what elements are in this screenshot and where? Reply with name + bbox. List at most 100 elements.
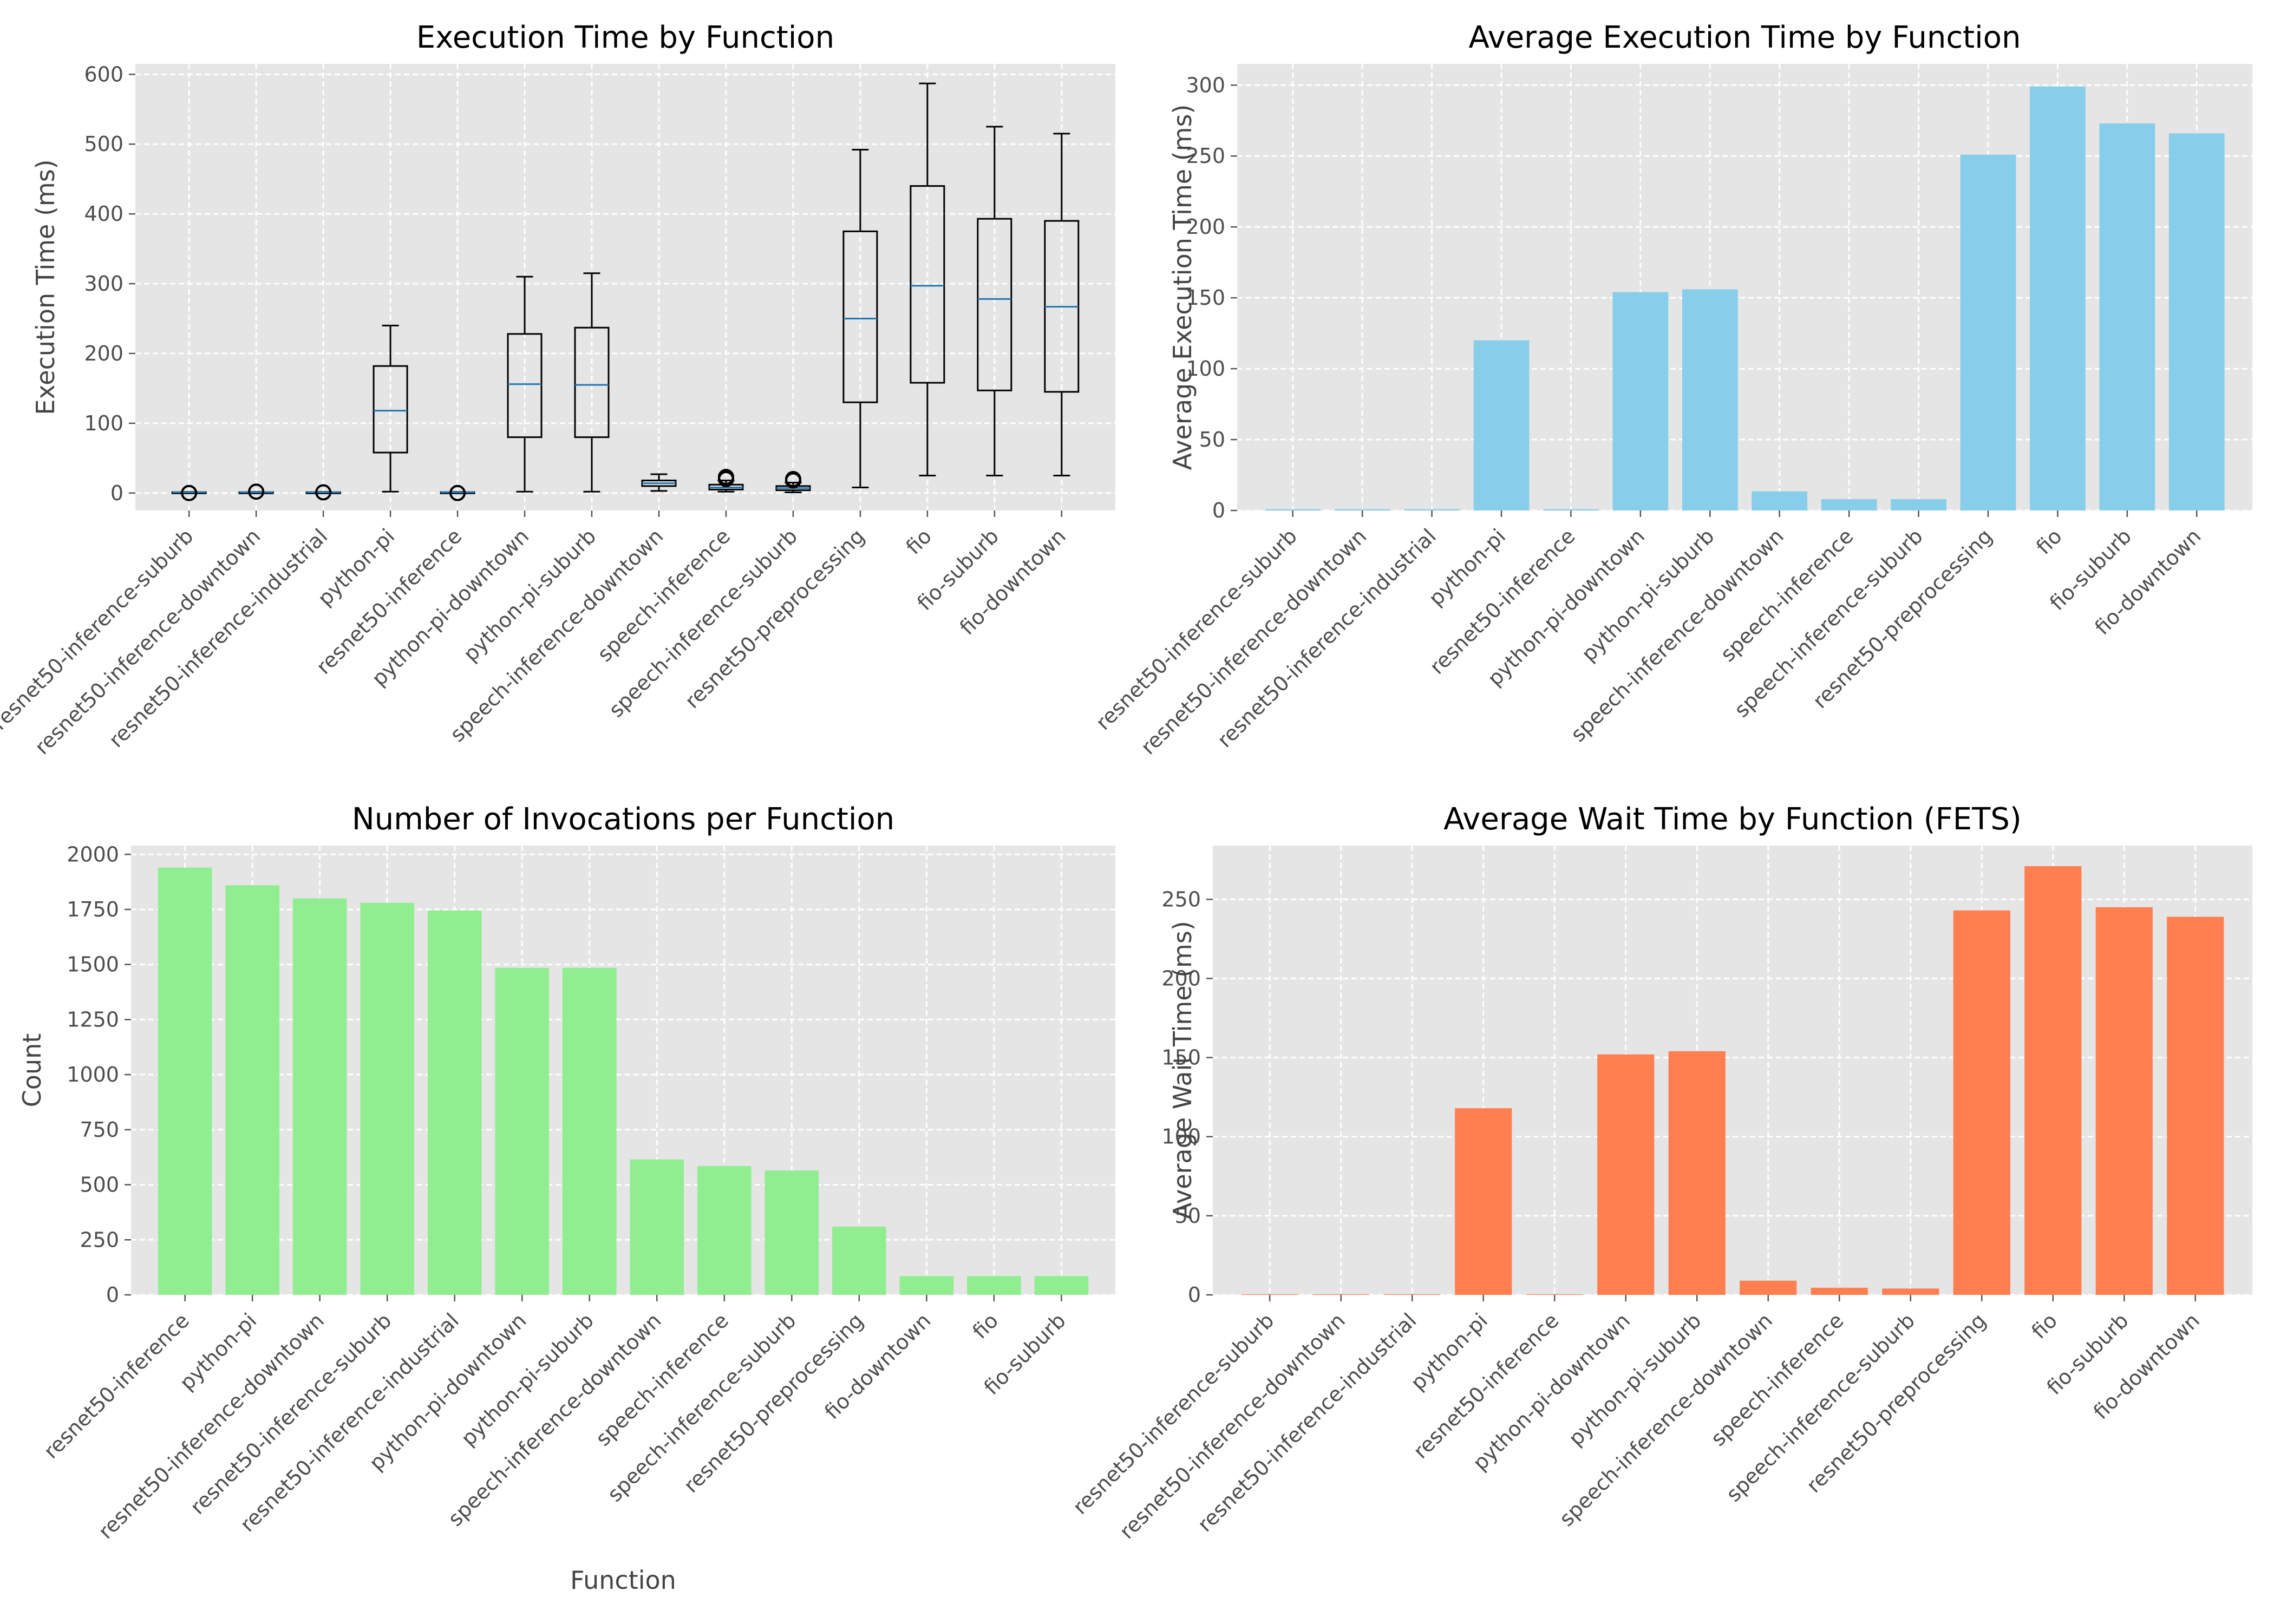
y-tick-label: 500 [84, 132, 123, 156]
bar [1882, 1288, 1939, 1295]
x-tick-label: speech-inference [1706, 1308, 1848, 1451]
bar [1455, 1108, 1512, 1295]
y-tick-label: 400 [84, 202, 123, 226]
box-7 [574, 272, 610, 493]
box-iqr [507, 333, 543, 438]
y-tick-label: 750 [80, 1118, 119, 1142]
y-tick-label: 0 [110, 481, 123, 505]
box-6 [507, 276, 543, 493]
y-tick-label: 50 [1175, 1204, 1201, 1228]
box-9 [708, 469, 744, 493]
bar [1265, 509, 1321, 510]
bar [1034, 1276, 1089, 1295]
y-tick-label: 250 [1161, 887, 1201, 911]
y-tick-label: 250 [1186, 144, 1225, 168]
bar [2095, 907, 2153, 1295]
outlier-point [181, 484, 198, 501]
bar [1334, 509, 1390, 510]
box-5 [440, 484, 475, 501]
y-tick-label: 250 [80, 1228, 119, 1252]
bar [2167, 916, 2224, 1295]
y-tick-label: 600 [84, 62, 123, 86]
bar [495, 967, 550, 1295]
bar [1383, 1294, 1441, 1295]
outlier-point [785, 470, 801, 487]
bar [427, 911, 482, 1295]
bar [1597, 1054, 1655, 1295]
y-axis-label: Average Wait Time (ms) [1168, 921, 1197, 1220]
x-tick-label: python-pi-suburb [456, 1308, 598, 1450]
box-10 [775, 470, 811, 493]
bar [697, 1165, 752, 1295]
y-tick-label: 100 [1186, 357, 1225, 381]
box-iqr [373, 365, 408, 454]
subplot-4: 050100150200250resnet50-inference-suburb… [1068, 802, 2252, 1543]
bar [899, 1276, 954, 1295]
y-tick-label: 1750 [67, 898, 119, 921]
bar [1953, 910, 2010, 1295]
y-tick-label: 0 [106, 1283, 119, 1307]
y-tick-label: 0 [1188, 1283, 1201, 1307]
bar [1526, 1294, 1583, 1295]
x-tick-label: fio [2027, 1308, 2062, 1343]
bar [1740, 1280, 1797, 1295]
bar [2030, 86, 2086, 510]
box-iqr [842, 230, 878, 403]
x-tick-label: fio [2031, 524, 2066, 559]
chart-title: Average Wait Time by Function (FETS) [1443, 802, 2022, 837]
chart-title: Number of Invocations per Function [352, 802, 894, 837]
bar [2099, 123, 2155, 510]
y-tick-label: 0 [1212, 499, 1225, 522]
chart-title: Average Execution Time by Function [1469, 20, 2021, 55]
box-14 [1044, 133, 1080, 477]
bar [2168, 133, 2225, 511]
bar [225, 885, 279, 1295]
bar [1811, 1287, 1868, 1295]
bar [1241, 1294, 1298, 1295]
x-tick-label: speech-inference [591, 1308, 734, 1451]
x-tick-label: python-pi-suburb [1577, 524, 1718, 666]
y-tick-label: 500 [80, 1173, 119, 1197]
box-8 [641, 473, 677, 492]
y-tick-label: 200 [1161, 966, 1201, 990]
box-iqr [910, 185, 945, 384]
x-axis-label: Function [570, 1566, 676, 1595]
bar [967, 1276, 1021, 1295]
y-tick-label: 200 [1186, 215, 1225, 239]
bar [1612, 292, 1669, 510]
bar [1404, 509, 1460, 510]
bar [1473, 340, 1530, 510]
subplot-2: 050100150200250300resnet50-inference-sub… [1091, 20, 2252, 759]
y-tick-label: 1000 [67, 1063, 119, 1086]
bar [832, 1226, 886, 1295]
y-tick-label: 1500 [67, 953, 119, 977]
y-tick-label: 50 [1199, 428, 1225, 451]
box-12 [910, 82, 945, 477]
box-iqr [574, 326, 610, 438]
bar [562, 967, 617, 1295]
outlier-point [248, 483, 265, 500]
bar [292, 898, 347, 1295]
bar [1682, 289, 1738, 510]
bar [764, 1170, 819, 1295]
box-11 [842, 149, 878, 488]
x-tick-label: resnet50-inference [39, 1308, 194, 1463]
bar [2024, 866, 2082, 1295]
box-4 [373, 324, 408, 493]
box-13 [977, 126, 1012, 477]
y-tick-label: 100 [1161, 1125, 1201, 1149]
bar [1543, 509, 1599, 510]
subplot-1: 0100200300400500600resnet50-inference-su… [0, 20, 1115, 759]
box-2 [238, 483, 274, 500]
y-tick-label: 300 [84, 272, 123, 296]
bar [158, 867, 212, 1295]
bar [630, 1159, 684, 1295]
subplot-3: 0 250 500 750 1000 1250 1500 1750 2000 resnet50-i… [17, 802, 1115, 1595]
y-axis-label: Execution Time (ms) [31, 159, 60, 415]
y-tick-label: 150 [1186, 286, 1225, 310]
bar [1668, 1051, 1726, 1295]
box-iqr [977, 218, 1012, 391]
x-tick-label: python-pi-suburb [1564, 1308, 1706, 1450]
outlier-point [449, 484, 466, 501]
